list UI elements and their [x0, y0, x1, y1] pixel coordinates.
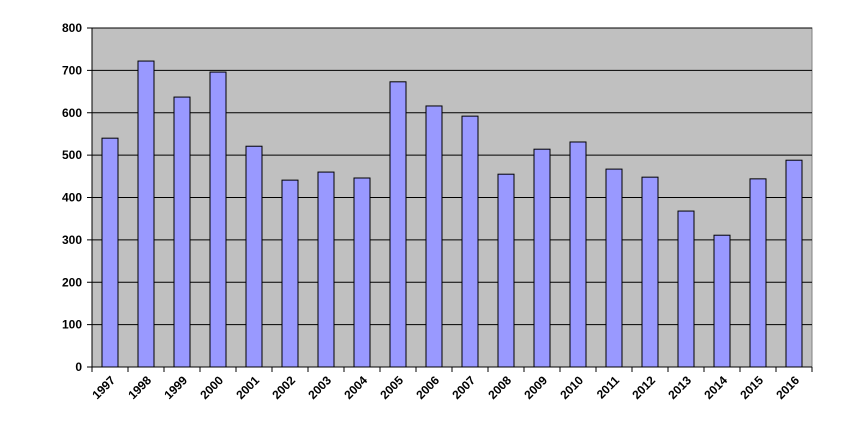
y-tick-label: 800	[62, 21, 82, 35]
bar	[497, 173, 515, 368]
x-tick-label: 1997	[89, 373, 118, 402]
x-tick-label: 2010	[557, 373, 586, 402]
x-tick-label: 2013	[665, 373, 694, 402]
bar	[749, 178, 767, 368]
x-tick-label: 2004	[341, 373, 370, 402]
x-tick-label: 2009	[521, 373, 550, 402]
bar	[461, 115, 479, 368]
x-tick-label: 2016	[773, 373, 802, 402]
y-tick-label: 300	[62, 233, 82, 247]
x-tick-label: 2003	[305, 373, 334, 402]
bar	[317, 171, 335, 368]
bar	[209, 71, 227, 368]
bar	[101, 137, 119, 368]
bar	[533, 148, 551, 368]
y-tick-label: 100	[62, 318, 82, 332]
bar	[569, 141, 587, 368]
x-tick-label: 2008	[485, 373, 514, 402]
bar	[605, 168, 623, 368]
bar	[245, 145, 263, 368]
y-tick-label: 600	[62, 106, 82, 120]
bar	[677, 210, 695, 368]
x-tick-label: 2014	[701, 373, 730, 402]
y-tick-label: 200	[62, 275, 82, 289]
x-tick-label: 2006	[413, 373, 442, 402]
x-tick-label: 1999	[161, 373, 190, 402]
x-tick-label: 2001	[233, 373, 262, 402]
y-tick-label: 500	[62, 148, 82, 162]
x-tick-label: 1998	[125, 373, 154, 402]
bar	[137, 60, 155, 368]
x-tick-label: 2011	[594, 373, 623, 402]
x-tick-label: 2015	[737, 373, 766, 402]
bar	[641, 176, 659, 368]
bar	[389, 81, 407, 368]
x-tick-label: 2007	[449, 373, 478, 402]
bar	[173, 96, 191, 368]
bar	[785, 159, 803, 368]
x-tick-label: 2000	[197, 373, 226, 402]
y-tick-label: 0	[75, 360, 82, 374]
bar	[353, 177, 371, 368]
bar	[281, 179, 299, 368]
y-tick-label: 700	[62, 63, 82, 77]
x-tick-label: 2002	[269, 373, 298, 402]
y-tick-label: 400	[62, 191, 82, 205]
bar	[425, 105, 443, 368]
x-tick-label: 2012	[629, 373, 658, 402]
bar	[713, 234, 731, 368]
x-tick-label: 2005	[377, 373, 406, 402]
